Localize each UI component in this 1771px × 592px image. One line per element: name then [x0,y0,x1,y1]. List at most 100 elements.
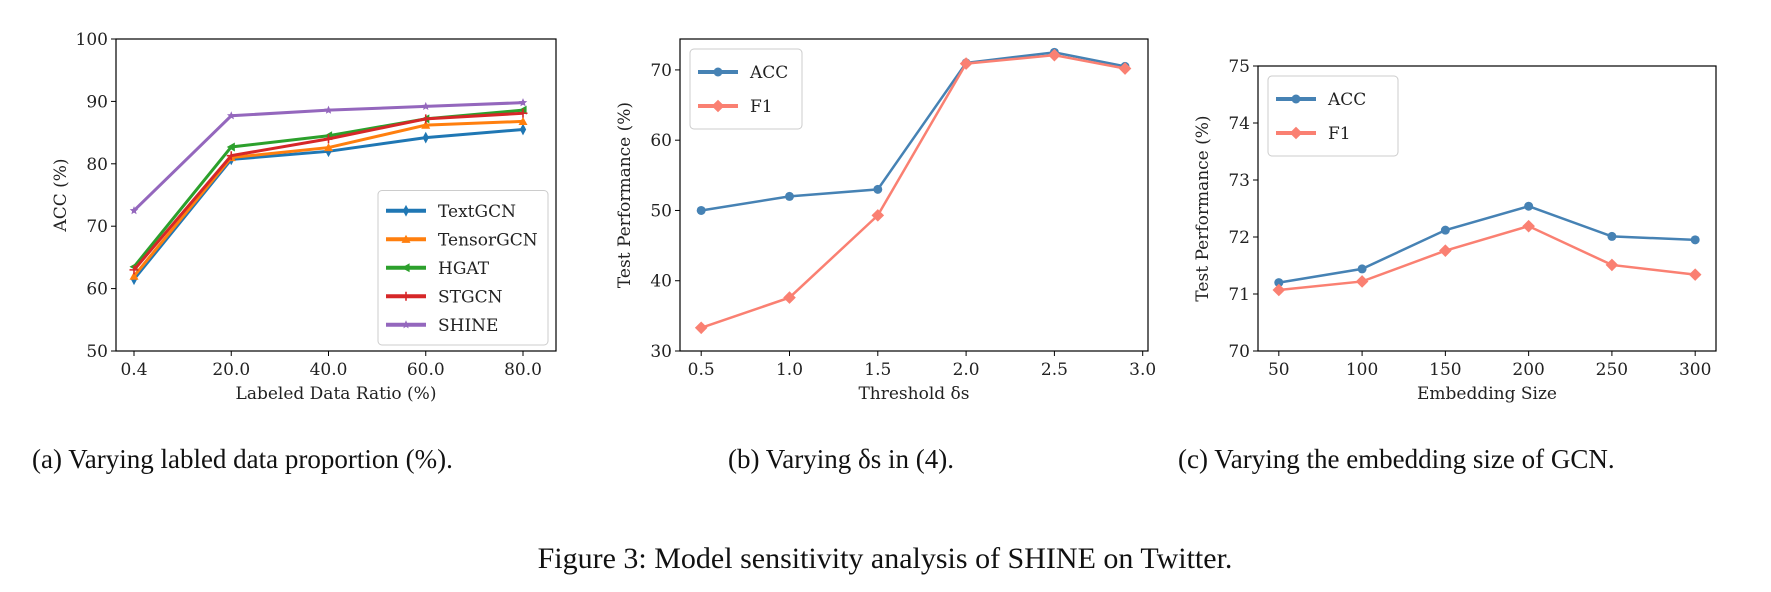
point-marker [1272,283,1286,297]
y-tick-label: 73 [1228,171,1250,191]
y-axis-label: ACC (%) [51,158,71,232]
y-axis-label: Test Performance (%) [615,102,635,288]
y-tick-label: 60 [650,131,672,151]
x-tick-label: 300 [1679,360,1711,380]
legend: ACC F1 [689,48,803,130]
point-marker [324,105,333,114]
point-marker [401,234,411,243]
y-tick-label: 50 [86,342,108,362]
point-marker [227,111,236,120]
point-marker [1355,275,1369,288]
legend-box [1267,75,1399,157]
x-tick-label: 50 [1268,360,1290,380]
x-tick-label: 2.0 [953,360,980,380]
x-axis-label: Labeled Data Ratio (%) [236,384,437,404]
point-marker [129,206,139,215]
x-tick-label: 150 [1429,360,1461,380]
caption-a: (a) Varying labled data proportion (%). [32,444,453,474]
x-tick-label: 20.0 [212,360,250,380]
figure-caption: Figure 3: Model sensitivity analysis of … [538,542,1233,575]
point-marker [129,271,139,280]
x-tick-label: 0.4 [120,360,147,380]
series-line [700,53,1126,329]
point-marker [421,101,430,110]
point-marker [518,116,528,125]
legend-label: ACC [1327,90,1366,110]
point-marker [783,291,796,304]
x-tick-label: 40.0 [310,360,348,380]
point-marker [1291,94,1301,104]
point-marker [1118,62,1132,75]
chart-a: 0.4 20.0 40.0 60.0 80.0 50 60 70 80 90 100 Labeled … [51,30,557,404]
point-marker [519,123,527,136]
point-marker [1440,225,1450,235]
point-marker [401,263,410,273]
x-tick-label: 200 [1512,360,1544,380]
y-tick-label: 74 [1228,114,1250,134]
legend-label: SHINE [438,316,498,336]
plot-frame [115,38,557,352]
point-marker [518,108,528,118]
point-marker [324,143,333,152]
series-stgcn [129,108,528,275]
point-marker [1607,231,1617,241]
x-axis-label: Embedding Size [1417,384,1557,404]
point-marker [696,205,706,215]
legend-box [377,190,549,346]
x-axis-label: Threshold δs [858,384,969,404]
y-tick-label: 72 [1228,228,1250,248]
point-marker [1522,219,1535,233]
x-tick-label: 0.5 [688,360,715,380]
legend: TextGCN TensorGCN HGAT STGCN SHINE [377,190,549,346]
chart-c: 50 100 150 200 250 300 70 71 72 73 74 75 Embedding S… [1193,57,1717,404]
series-shine [129,98,528,215]
point-marker [1274,278,1284,288]
legend-label: TextGCN [438,202,516,222]
y-tick-label: 75 [1228,57,1250,77]
legend-box [689,48,803,130]
point-marker [226,151,236,161]
point-marker [1688,268,1702,281]
series-f1 [694,48,1132,335]
caption-c: (c) Varying the embedding size of GCN. [1178,444,1615,474]
series-f1 [1272,219,1702,297]
x-tick-label: 60.0 [407,360,445,380]
series-line [1278,204,1696,284]
y-tick-label: 80 [86,155,108,175]
legend-label: F1 [750,97,773,117]
x-tick-label: 1.0 [776,360,803,380]
point-marker [421,114,431,124]
y-tick-label: 90 [86,92,108,112]
point-marker [873,184,883,194]
point-marker [1289,126,1303,140]
legend-label: STGCN [438,287,503,307]
legend-label: TensorGCN [438,230,538,250]
x-tick-label: 3.0 [1129,360,1156,380]
y-tick-label: 40 [650,272,672,292]
point-marker [1524,201,1534,211]
x-tick-label: 2.5 [1041,360,1068,380]
series-line [1278,224,1696,292]
series-tensorgcn [129,116,528,280]
point-marker [1439,244,1452,257]
point-marker [1605,258,1619,272]
y-tick-label: 30 [650,342,672,362]
point-marker [226,142,235,152]
y-tick-label: 70 [1228,342,1250,362]
point-marker [324,134,333,144]
point-marker [871,209,885,222]
y-tick-label: 70 [650,61,672,81]
y-tick-label: 70 [86,217,108,237]
legend-label: F1 [1328,124,1351,144]
point-marker [518,98,528,107]
x-tick-label: 80.0 [504,360,542,380]
y-tick-label: 60 [86,280,108,300]
point-marker [959,57,973,70]
point-marker [694,321,708,335]
point-marker [1048,48,1061,62]
point-marker [421,120,431,129]
legend: ACC F1 [1267,75,1399,157]
point-marker [784,191,794,201]
y-tick-label: 50 [650,201,672,221]
point-marker [401,320,411,329]
